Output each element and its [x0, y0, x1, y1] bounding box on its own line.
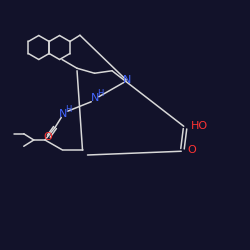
Text: H: H: [65, 105, 71, 114]
Text: N: N: [91, 93, 99, 103]
Text: O: O: [188, 145, 196, 155]
Text: N: N: [123, 75, 132, 85]
Text: N: N: [59, 109, 67, 119]
Text: H: H: [97, 89, 103, 98]
Text: O: O: [43, 132, 52, 142]
Text: HO: HO: [191, 121, 208, 131]
